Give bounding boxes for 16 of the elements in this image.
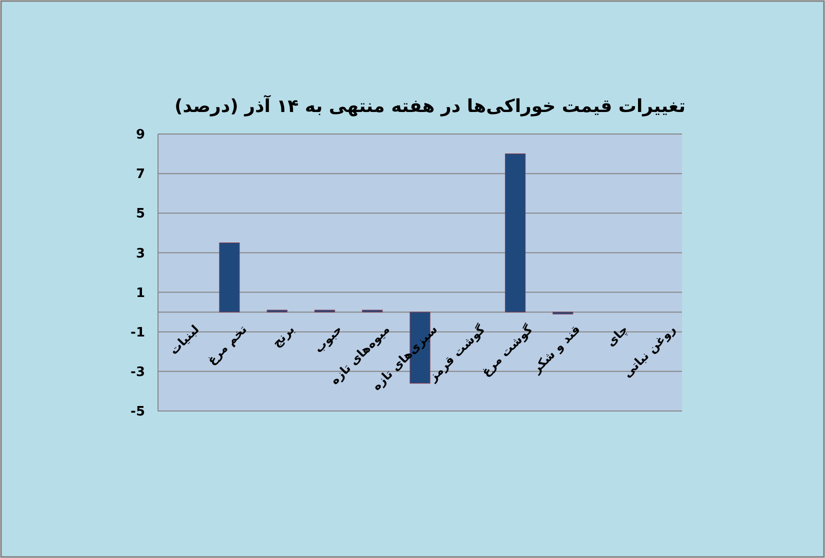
y-tick-label: 1 <box>136 286 145 301</box>
y-tick-label: -3 <box>130 364 145 380</box>
bar <box>504 153 526 312</box>
bar <box>219 242 240 312</box>
x-tick-label: تخم مرغ <box>204 322 250 368</box>
y-tick-label: 7 <box>136 167 145 182</box>
chart-title: تغییرات قیمت خوراکی‌ها در هفته منتهی به ۱۴ آذر (درصد) <box>174 94 686 117</box>
x-tick-label: چای <box>604 322 631 350</box>
x-tick-label: لبنیات <box>166 322 202 358</box>
x-tick-label: حبوب <box>311 322 345 356</box>
y-tick-label: -5 <box>130 404 145 420</box>
x-tick-label: برنج <box>269 322 298 350</box>
y-tick-label: -1 <box>130 325 145 340</box>
y-tick-label: 3 <box>136 246 145 262</box>
y-tick-label: 9 <box>136 128 145 143</box>
y-tick-label: 5 <box>136 206 145 222</box>
